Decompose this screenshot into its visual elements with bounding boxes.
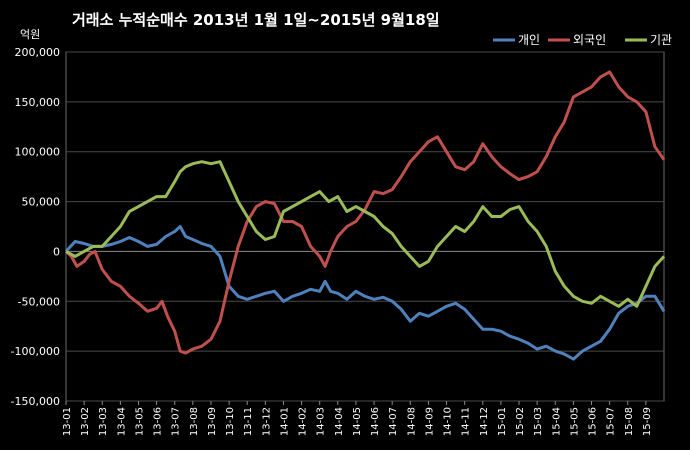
x-tick-label: 14-07 [388,407,399,436]
x-tick-label: 13-12 [261,407,272,436]
x-tick-label: 14-08 [406,407,417,436]
x-tick-label: 14-03 [316,407,327,436]
x-tick-label: 15-05 [569,407,580,436]
x-tick-label: 14-01 [279,407,290,436]
y-axis: 200,000 150,000 100,000 50,000 0 -50,000 -100,… [11,46,60,408]
x-tick-label: 13-09 [207,407,218,436]
x-tick-label: 14-11 [461,407,472,436]
y-tick-label: 150,000 [15,96,61,109]
x-tick-label: 15-09 [642,407,653,436]
x-tick-label: 13-08 [189,407,200,436]
x-tick-label: 13-06 [153,407,164,436]
x-tick-label: 14-05 [352,407,363,436]
x-tick-label: 14-02 [298,407,309,436]
legend-label: 개인 [518,33,540,47]
x-tick-label: 13-05 [134,407,145,436]
x-tick-label: 13-03 [98,407,109,436]
y-tick-label: -100,000 [11,345,60,358]
x-tick-label: 14-06 [370,407,381,436]
x-tick-label: 15-01 [497,407,508,436]
x-tick-label: 15-02 [515,407,526,436]
y-tick-label: 200,000 [15,46,61,59]
series-line-외국인 [64,70,666,355]
x-tick-label: 13-01 [62,407,73,436]
gridlines [66,51,664,402]
x-tick-label: 14-09 [424,407,435,436]
y-tick-label: 50,000 [22,196,61,209]
x-tick-label: 14-12 [479,407,490,436]
x-tick-label: 14-10 [443,407,454,436]
y-tick-label: -50,000 [18,295,60,308]
x-tick-label: 15-08 [624,407,635,436]
x-tick-label: 15-03 [533,407,544,436]
x-tick-label: 13-11 [243,407,254,436]
x-tick-label: 15-06 [588,407,599,436]
y-tick-label: 0 [53,245,60,258]
series-lines [64,70,666,361]
legend-label: 기관 [650,33,672,47]
y-axis-unit-label: 억원 [20,28,40,41]
series-line-개인 [64,225,666,361]
x-tick-label: 15-07 [606,407,617,436]
x-tick-label: 13-10 [225,407,236,436]
chart-title: 거래소 누적순매수 2013년 1월 1일~2015년 9월18일 [72,11,440,29]
legend: 개인 외국인 기관 [493,33,672,47]
x-tick-label: 13-02 [80,407,91,436]
y-tick-label: 100,000 [15,146,61,159]
legend-label: 외국인 [573,33,606,47]
plot-area [65,51,665,402]
x-tick-label: 14-04 [334,407,345,436]
series-line-기관 [65,160,666,308]
x-tick-label: 13-04 [116,407,127,436]
x-axis: 13-01 13-02 13-03 13-04 13-05 13-06 13-07 13-08… [62,401,653,436]
y-tick-label: -150,000 [11,395,60,408]
x-tick-label: 13-07 [171,407,182,436]
x-tick-label: 15-04 [551,407,562,436]
